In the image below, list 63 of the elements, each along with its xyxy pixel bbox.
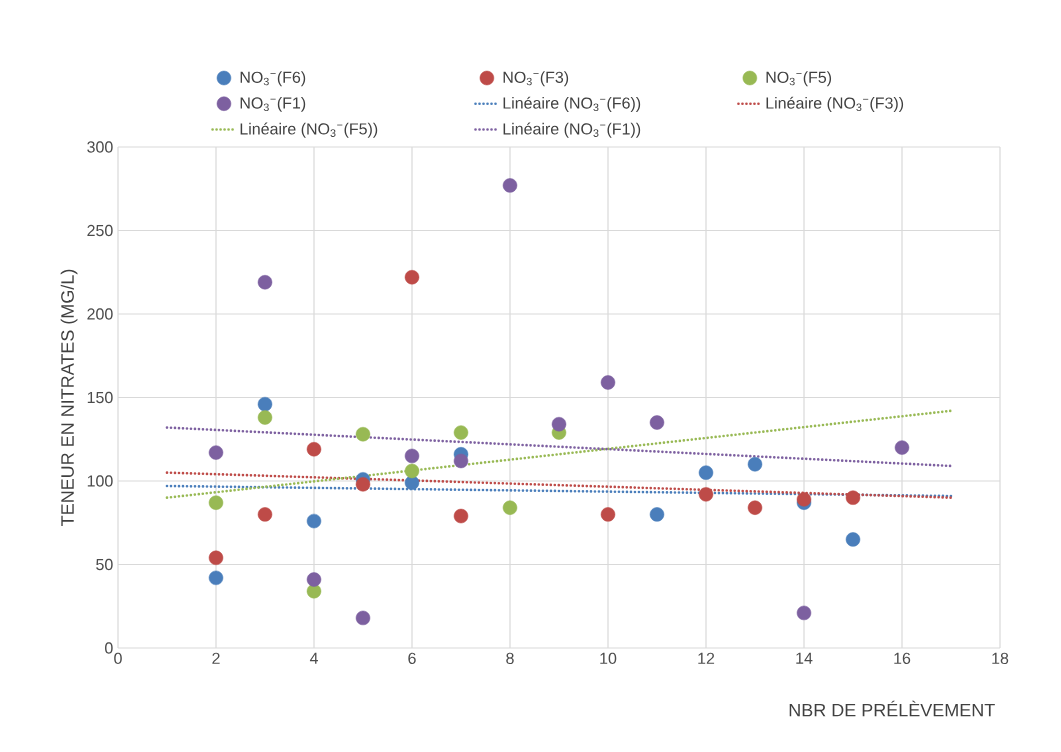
point	[306, 442, 322, 457]
point	[257, 275, 273, 290]
legend-label: Linéaire (NO$_{3}$$^{−}$(F1))	[503, 122, 641, 138]
y-tick-label: 300	[87, 141, 113, 153]
point	[698, 487, 714, 502]
point	[453, 425, 469, 440]
point	[649, 507, 665, 522]
point	[796, 605, 812, 621]
point	[404, 475, 420, 490]
legend-label: Linéaire (NO$_{3}$$^{−}$(F3))	[766, 96, 904, 112]
legend-label: NO$_{3}$$^{−}$(F5)	[766, 71, 832, 87]
x-axis-title: NBR DE PRÉLÈVEMENT	[789, 700, 995, 717]
legend-label: NO$_{3}$$^{−}$(F6)	[240, 71, 306, 87]
x-tick-label: 14	[796, 652, 813, 664]
y-tick-label: 250	[87, 224, 113, 237]
point	[208, 550, 224, 566]
point	[355, 477, 371, 492]
x-tick-label: 4	[309, 652, 318, 664]
point	[257, 396, 273, 412]
y-tick-label: 0	[105, 642, 113, 654]
point	[208, 445, 224, 460]
x-tick-label: 12	[698, 652, 715, 664]
point	[306, 513, 322, 529]
point	[747, 500, 763, 515]
point	[551, 417, 567, 432]
point	[502, 178, 518, 193]
y-tick-label: 50	[96, 558, 113, 571]
y-tick-label: 200	[87, 308, 113, 320]
y-tick-label: 150	[87, 391, 113, 404]
x-tick-label: 10	[600, 652, 617, 665]
legend-label: Linéaire (NO$_{3}$$^{−}$(F6))	[503, 96, 641, 112]
point	[453, 508, 469, 524]
point	[404, 270, 420, 285]
y-tick-label: 100	[87, 475, 113, 487]
x-tick-label: 8	[506, 652, 514, 665]
point	[698, 465, 714, 480]
point	[404, 448, 420, 464]
x-tick-label: 6	[408, 652, 416, 665]
y-axis-title: TENEUR EN NITRATES (MG/L)	[60, 269, 78, 526]
point	[600, 507, 616, 522]
x-tick-label: 2	[212, 652, 220, 664]
point	[453, 453, 469, 469]
point	[208, 570, 224, 586]
point	[502, 500, 518, 515]
point	[649, 415, 665, 430]
x-tick-label: 18	[992, 652, 1009, 665]
point	[355, 427, 371, 442]
x-tick-label: 16	[894, 652, 911, 665]
point	[355, 610, 371, 626]
point	[845, 490, 861, 505]
legend-label: NO$_{3}$$^{−}$(F1)	[240, 96, 306, 112]
point	[600, 375, 616, 390]
legend-label: NO$_{3}$$^{−}$(F3)	[503, 71, 569, 87]
point	[257, 507, 273, 522]
point	[845, 532, 861, 547]
point	[747, 457, 763, 472]
legend-label: Linéaire (NO$_{3}$$^{−}$(F5))	[240, 122, 378, 138]
point	[257, 410, 273, 425]
point	[894, 440, 910, 455]
point	[404, 463, 420, 479]
point	[208, 495, 224, 510]
point	[306, 572, 322, 587]
x-tick-label: 0	[114, 652, 122, 665]
